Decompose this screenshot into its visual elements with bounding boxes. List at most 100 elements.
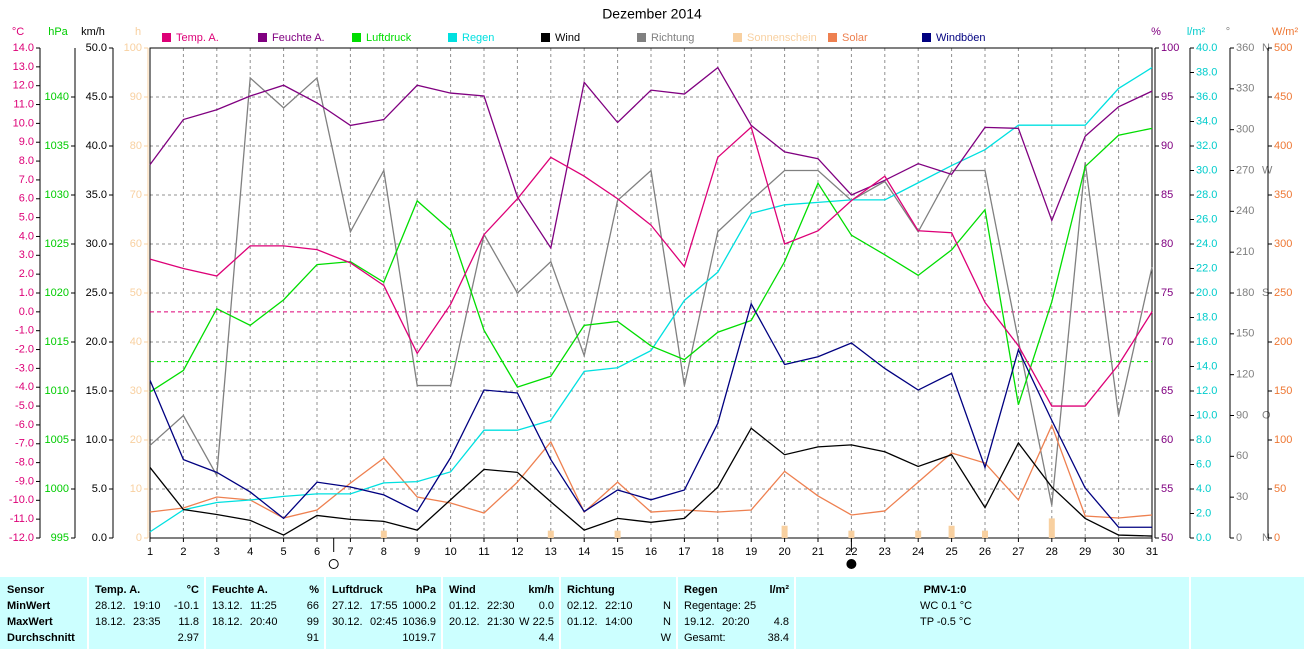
y-tick-label: 4.0 <box>19 230 34 242</box>
cell-value: 91 <box>307 632 319 644</box>
y-tick-label: 85 <box>1161 189 1173 201</box>
y-tick-label: 22.0 <box>1196 262 1217 274</box>
legend-swatch <box>448 33 457 42</box>
y-tick-label: 11.0 <box>13 98 34 110</box>
y-tick-label: 20.0 <box>86 336 107 348</box>
y-tick-label: 34.0 <box>1196 115 1217 127</box>
y-tick-label: 40.0 <box>1196 42 1217 54</box>
y-tick-label: -1.0 <box>15 325 34 337</box>
table-unit: hPa <box>416 584 437 596</box>
y-tick-label: 180 <box>1236 287 1254 299</box>
y-tick-label: 8.0 <box>19 155 34 167</box>
legend-swatch <box>162 33 171 42</box>
x-tick-label: 9 <box>414 546 420 558</box>
cell-time: 21:30 <box>487 616 515 628</box>
y-tick-label: 150 <box>1274 385 1292 397</box>
x-tick-label: 23 <box>879 546 891 558</box>
row-label: MinWert <box>7 600 51 612</box>
y-tick-label: 24.0 <box>1196 238 1217 250</box>
cell-time: 20:20 <box>722 616 750 628</box>
x-tick-label: 29 <box>1079 546 1091 558</box>
table-header: Luftdruck <box>332 584 384 596</box>
y-tick-label: 25.0 <box>86 287 107 299</box>
x-tick-label: 13 <box>545 546 557 558</box>
y-tick-label: 9.0 <box>19 136 34 148</box>
y-tick-label: -4.0 <box>15 381 34 393</box>
y-tick-label: 2.0 <box>1196 507 1211 519</box>
y-tick-label: 40.0 <box>86 140 107 152</box>
series-line <box>149 76 1153 506</box>
x-tick-label: 27 <box>1012 546 1024 558</box>
legend-swatch <box>922 33 931 42</box>
y-tick-label: 300 <box>1274 238 1292 250</box>
y-tick-label: 90 <box>130 91 142 103</box>
legend-label: Luftdruck <box>366 32 412 44</box>
y-tick-label: 360 <box>1236 42 1254 54</box>
y-tick-label: 32.0 <box>1196 140 1217 152</box>
cell-date: 13.12. <box>212 600 243 612</box>
y-tick-label: 18.0 <box>1196 311 1217 323</box>
cell-value: 1000.2 <box>402 600 436 612</box>
legend-label: Temp. A. <box>176 32 219 44</box>
y-tick-label: 38.0 <box>1196 66 1217 78</box>
sun-bar <box>848 530 855 538</box>
y-tick-label: 0 <box>1236 532 1242 544</box>
legend-label: Regen <box>462 32 494 44</box>
table-header: Regen <box>684 584 718 596</box>
x-tick-label: 3 <box>214 546 220 558</box>
series-line <box>149 125 1153 407</box>
y-tick-label: 80 <box>130 140 142 152</box>
axis-unit: h <box>135 26 141 38</box>
cell-date: 20.12. <box>449 616 480 628</box>
x-tick-label: 14 <box>578 546 590 558</box>
y-tick-label: 14.0 <box>13 42 34 54</box>
y-tick-label: 13.0 <box>13 61 34 73</box>
cell-value: 1036.9 <box>402 616 436 628</box>
x-tick-label: 15 <box>611 546 623 558</box>
compass-label: O <box>1262 409 1271 421</box>
x-tick-label: 21 <box>812 546 824 558</box>
table-header: Wind <box>449 584 476 596</box>
x-tick-label: 17 <box>678 546 690 558</box>
y-tick-label: 10.0 <box>13 117 34 129</box>
series-line <box>149 66 1153 250</box>
y-tick-label: 95 <box>1161 91 1173 103</box>
row-label: MaxWert <box>7 616 53 628</box>
y-tick-label: 80 <box>1161 238 1173 250</box>
y-tick-label: 35.0 <box>86 189 107 201</box>
pmv-value: WC 0.1 °C <box>920 600 972 612</box>
cell-value: 2.97 <box>178 632 199 644</box>
cell-time: 14:00 <box>605 616 633 628</box>
y-tick-label: 50 <box>130 287 142 299</box>
y-tick-label: 1005 <box>45 434 69 446</box>
y-tick-label: 1025 <box>45 238 69 250</box>
y-tick-label: 250 <box>1274 287 1292 299</box>
cell-date: 01.12. <box>449 600 480 612</box>
compass-label: N <box>1262 532 1270 544</box>
sun-bar <box>982 530 988 538</box>
x-tick-label: 1 <box>147 546 153 558</box>
series-line <box>149 302 1152 528</box>
y-tick-label: 2.0 <box>19 268 34 280</box>
full-moon <box>328 559 339 569</box>
cell-date: 30.12. <box>332 616 363 628</box>
y-tick-label: 16.0 <box>1196 336 1217 348</box>
axis-unit: °C <box>12 26 24 38</box>
y-tick-label: 4.0 <box>1196 483 1211 495</box>
x-tick-label: 12 <box>511 546 523 558</box>
x-tick-label: 10 <box>444 546 456 558</box>
y-tick-label: 0.0 <box>92 532 107 544</box>
axis-unit: hPa <box>48 26 68 38</box>
y-tick-label: 500 <box>1274 42 1292 54</box>
series-line <box>149 67 1153 533</box>
cell-time: 11:25 <box>250 600 277 612</box>
sun-bar <box>1048 518 1055 538</box>
legend-label: Feuchte A. <box>272 32 325 44</box>
y-tick-label: 14.0 <box>1196 360 1217 372</box>
x-tick-label: 31 <box>1146 546 1158 558</box>
y-tick-label: 330 <box>1236 83 1254 95</box>
x-tick-label: 18 <box>712 546 724 558</box>
x-tick-label: 19 <box>745 546 757 558</box>
y-tick-label: 1035 <box>45 140 69 152</box>
